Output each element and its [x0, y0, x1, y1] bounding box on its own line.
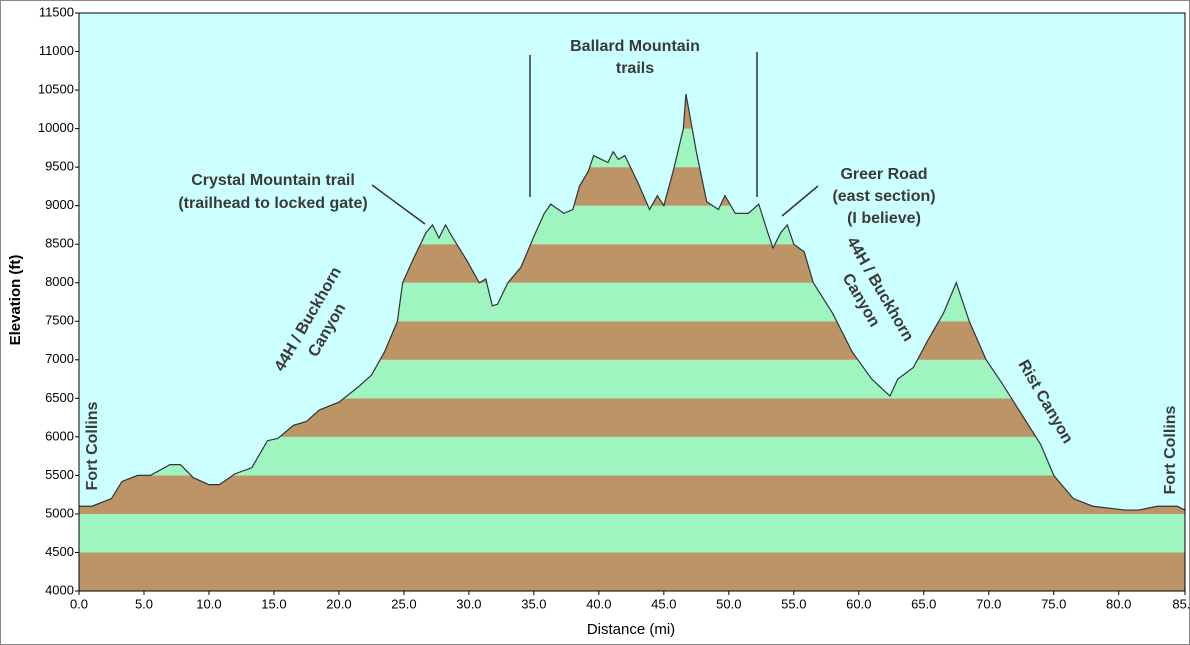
annotation-line	[781, 185, 819, 217]
y-tick-label: 8000	[45, 274, 74, 289]
plot-area	[78, 12, 1186, 592]
y-tick-label: 7000	[45, 351, 74, 366]
x-tick-label: 70.0	[976, 596, 1001, 611]
annotation-text: Ballard Mountain	[570, 38, 700, 55]
x-tick-label: 25.0	[391, 596, 416, 611]
annotation-text: (I believe)	[847, 210, 921, 227]
elevation-line	[79, 93, 1186, 511]
annotation-text: (trailhead to locked gate)	[178, 195, 367, 212]
y-tick-label: 11000	[39, 43, 74, 58]
elevation-band	[79, 475, 1185, 514]
x-tick-label: 10.0	[196, 596, 221, 611]
y-tick-label: 4000	[45, 582, 74, 597]
x-tick-label: 35.0	[521, 596, 546, 611]
x-tick-label: 80.0	[1106, 596, 1131, 611]
x-tick-label: 60.0	[846, 596, 871, 611]
x-tick-label: 0.0	[70, 596, 88, 611]
elevation-band	[79, 513, 1185, 553]
annotation: Crystal Mountain trail (trailhead to lock…	[178, 172, 367, 212]
x-tick-label: 20.0	[326, 596, 351, 611]
annotation: Fort Collins	[1162, 405, 1179, 494]
annotation-text: Crystal Mountain trail	[191, 172, 355, 189]
annotation-text: Greer Road	[840, 166, 927, 183]
x-tick-label: 75.0	[1041, 596, 1066, 611]
y-tick-label: 5500	[45, 467, 74, 482]
x-tick-label: 15.0	[261, 596, 286, 611]
y-tick-label: 7500	[45, 313, 74, 328]
annotation-text: trails	[616, 60, 654, 77]
x-tick-label: 5.0	[135, 596, 153, 611]
x-tick-label: 40.0	[586, 596, 611, 611]
x-tick-label: 55.0	[781, 596, 806, 611]
y-tick-label: 4500	[45, 544, 74, 559]
y-tick-label: 8500	[45, 236, 74, 251]
y-tick-label: 10500	[38, 82, 74, 97]
annotation-text: (east section)	[832, 188, 935, 205]
annotation-line	[371, 184, 426, 225]
annotation-text: Fort Collins	[1162, 405, 1179, 494]
y-tick-label: 9000	[45, 197, 74, 212]
annotation: Ballard Mountain trails	[570, 38, 700, 77]
y-axis-label: Elevation (ft)	[7, 255, 24, 346]
y-tick-label: 9500	[45, 159, 74, 174]
y-tick-label: 10000	[38, 120, 74, 135]
y-tick-label: 6000	[45, 428, 74, 443]
y-tick-label: 11500	[39, 4, 74, 19]
annotation: Fort Collins	[84, 401, 101, 490]
y-tick-label: 5000	[45, 505, 74, 520]
annotation-text: Fort Collins	[84, 401, 101, 490]
x-tick-label: 50.0	[716, 596, 741, 611]
x-tick-label: 30.0	[456, 596, 481, 611]
plot-border	[78, 12, 1186, 592]
x-tick-label: 45.0	[651, 596, 676, 611]
elevation-band	[79, 552, 1185, 591]
x-tick-label: 85.1	[1172, 596, 1190, 611]
x-tick-label: 65.0	[911, 596, 936, 611]
x-axis-label: Distance (mi)	[587, 621, 675, 638]
annotation: Greer Road (east section) (I believe)	[832, 166, 935, 227]
y-tick-label: 6500	[45, 390, 74, 405]
